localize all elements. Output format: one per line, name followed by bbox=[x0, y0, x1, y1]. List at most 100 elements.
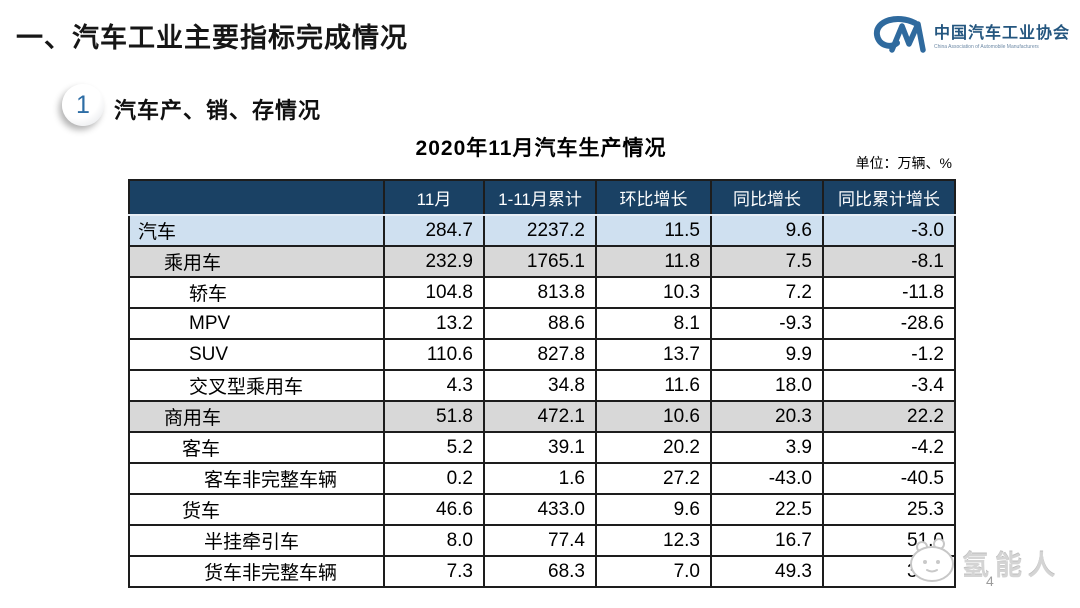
value-cell: 284.7 bbox=[383, 214, 485, 247]
column-header: 环比增长 bbox=[595, 179, 712, 216]
value-cell: 827.8 bbox=[483, 338, 597, 371]
table-row: 轿车 104.8 813.8 10.3 7.2 -11.8 bbox=[128, 276, 956, 309]
value-cell: 18.0 bbox=[710, 369, 824, 402]
value-cell: -8.1 bbox=[822, 245, 956, 278]
column-header: 11月 bbox=[383, 179, 485, 216]
corner-header-cell bbox=[128, 179, 385, 216]
value-cell: 11.5 bbox=[595, 214, 712, 247]
value-cell: 16.7 bbox=[710, 524, 824, 557]
value-cell: 5.2 bbox=[383, 431, 485, 464]
table-row: SUV 110.6 827.8 13.7 9.9 -1.2 bbox=[128, 338, 956, 371]
column-header: 1-11月累计 bbox=[483, 179, 597, 216]
value-cell: -40.5 bbox=[822, 462, 956, 495]
production-table: 11月 1-11月累计 环比增长 同比增长 同比累计增长 汽车 284.7 2237.2 11… bbox=[128, 179, 956, 588]
value-cell: 2237.2 bbox=[483, 214, 597, 247]
row-label-cell: 汽车 bbox=[128, 214, 385, 247]
table-row: 交叉型乘用车 4.3 34.8 11.6 18.0 -3.4 bbox=[128, 369, 956, 402]
value-cell: -1.2 bbox=[822, 338, 956, 371]
value-cell: 7.3 bbox=[383, 555, 485, 588]
table-body: 汽车 284.7 2237.2 11.5 9.6 -3.0 乘用车 232.9 1765.1 11… bbox=[128, 214, 956, 588]
column-header: 同比累计增长 bbox=[822, 179, 956, 216]
value-cell: 1765.1 bbox=[483, 245, 597, 278]
value-cell: 49.3 bbox=[710, 555, 824, 588]
section-title: 汽车产、销、存情况 bbox=[114, 98, 322, 123]
table-header-row: 11月 1-11月累计 环比增长 同比增长 同比累计增长 bbox=[128, 179, 956, 216]
value-cell: 77.4 bbox=[483, 524, 597, 557]
value-cell: 9.6 bbox=[710, 214, 824, 247]
table-row: 汽车 284.7 2237.2 11.5 9.6 -3.0 bbox=[128, 214, 956, 247]
value-cell: -9.3 bbox=[710, 307, 824, 340]
table-row: 客车 5.2 39.1 20.2 3.9 -4.2 bbox=[128, 431, 956, 464]
value-cell: 25.3 bbox=[822, 493, 956, 526]
table-row: MPV 13.2 88.6 8.1 -9.3 -28.6 bbox=[128, 307, 956, 340]
value-cell: 22.2 bbox=[822, 400, 956, 433]
value-cell: -4.2 bbox=[822, 431, 956, 464]
value-cell: -3.4 bbox=[822, 369, 956, 402]
page-title: 一、汽车工业主要指标完成情况 bbox=[16, 23, 408, 53]
row-label-cell: MPV bbox=[128, 307, 385, 340]
row-label-cell: SUV bbox=[128, 338, 385, 371]
watermark-text: 氢能人 bbox=[962, 551, 1061, 581]
row-label-cell: 货车非完整车辆 bbox=[128, 555, 385, 588]
value-cell: 12.3 bbox=[595, 524, 712, 557]
row-label-cell: 客车 bbox=[128, 431, 385, 464]
value-cell: 9.6 bbox=[595, 493, 712, 526]
value-cell: 11.6 bbox=[595, 369, 712, 402]
value-cell: 39.1 bbox=[483, 431, 597, 464]
value-cell: 46.6 bbox=[383, 493, 485, 526]
row-label-cell: 货车 bbox=[128, 493, 385, 526]
logo-org-name-cn: 中国汽车工业协会 bbox=[933, 25, 1070, 43]
section-number-badge: 1 bbox=[62, 84, 104, 126]
logo-org-name-en: China Association of Automobile Manufact… bbox=[933, 44, 1039, 51]
value-cell: 104.8 bbox=[383, 276, 485, 309]
value-cell: 51.8 bbox=[383, 400, 485, 433]
caam-logo: 中国汽车工业协会 China Association of Automobile… bbox=[869, 14, 1070, 63]
value-cell: 4.3 bbox=[383, 369, 485, 402]
value-cell: 20.3 bbox=[710, 400, 824, 433]
value-cell: -43.0 bbox=[710, 462, 824, 495]
value-cell: 7.2 bbox=[710, 276, 824, 309]
value-cell: 232.9 bbox=[383, 245, 485, 278]
value-cell: 9.9 bbox=[710, 338, 824, 371]
value-cell: 34.8 bbox=[483, 369, 597, 402]
table-row: 货车 46.6 433.0 9.6 22.5 25.3 bbox=[128, 493, 956, 526]
value-cell: 8.1 bbox=[595, 307, 712, 340]
table-row: 货车非完整车辆 7.3 68.3 7.0 49.3 31.6 bbox=[128, 555, 956, 588]
value-cell: 3.9 bbox=[710, 431, 824, 464]
page-number: 4 bbox=[986, 573, 994, 589]
value-cell: 110.6 bbox=[383, 338, 485, 371]
unit-label: 单位：万辆、% bbox=[855, 155, 952, 171]
caam-monogram-icon bbox=[869, 14, 927, 63]
value-cell: -11.8 bbox=[822, 276, 956, 309]
value-cell: 11.8 bbox=[595, 245, 712, 278]
value-cell: 51.0 bbox=[822, 524, 956, 557]
value-cell: 68.3 bbox=[483, 555, 597, 588]
table-row: 客车非完整车辆 0.2 1.6 27.2 -43.0 -40.5 bbox=[128, 462, 956, 495]
value-cell: 27.2 bbox=[595, 462, 712, 495]
value-cell: -28.6 bbox=[822, 307, 956, 340]
row-label-cell: 商用车 bbox=[128, 400, 385, 433]
value-cell: 22.5 bbox=[710, 493, 824, 526]
table-row: 半挂牵引车 8.0 77.4 12.3 16.7 51.0 bbox=[128, 524, 956, 557]
table-row: 商用车 51.8 472.1 10.6 20.3 22.2 bbox=[128, 400, 956, 433]
value-cell: 10.3 bbox=[595, 276, 712, 309]
value-cell: 0.2 bbox=[383, 462, 485, 495]
value-cell: 433.0 bbox=[483, 493, 597, 526]
value-cell: 10.6 bbox=[595, 400, 712, 433]
value-cell: 88.6 bbox=[483, 307, 597, 340]
row-label-cell: 交叉型乘用车 bbox=[128, 369, 385, 402]
value-cell: 31.6 bbox=[822, 555, 956, 588]
row-label-cell: 客车非完整车辆 bbox=[128, 462, 385, 495]
row-label-cell: 半挂牵引车 bbox=[128, 524, 385, 557]
value-cell: 20.2 bbox=[595, 431, 712, 464]
value-cell: 7.0 bbox=[595, 555, 712, 588]
production-table-block: 2020年11月汽车生产情况 单位：万辆、% 11月 1-11月累计 环比增长 同比增… bbox=[128, 132, 956, 588]
value-cell: 7.5 bbox=[710, 245, 824, 278]
value-cell: 8.0 bbox=[383, 524, 485, 557]
table-row: 乘用车 232.9 1765.1 11.8 7.5 -8.1 bbox=[128, 245, 956, 278]
row-label-cell: 轿车 bbox=[128, 276, 385, 309]
column-header: 同比增长 bbox=[710, 179, 824, 216]
value-cell: -3.0 bbox=[822, 214, 956, 247]
table-title: 2020年11月汽车生产情况 bbox=[415, 137, 667, 160]
value-cell: 472.1 bbox=[483, 400, 597, 433]
